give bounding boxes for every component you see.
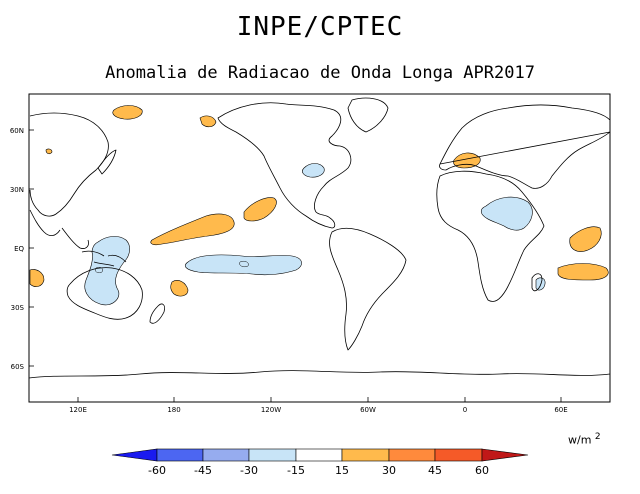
anomaly-patch-mediterranean <box>453 152 481 169</box>
continent-outlines <box>28 97 611 379</box>
anomaly-patch-arabian-sea <box>569 226 602 252</box>
map-subtitle: Anomalia de Radiacao de Onda Longa APR20… <box>105 63 535 83</box>
lon-tick-label: 60W <box>360 406 376 414</box>
lat-tick-label: 60S <box>11 363 25 371</box>
colorbar-label: 60 <box>475 464 489 477</box>
latitude-axis <box>29 129 34 367</box>
colorbar-swatch-below-minus-60 <box>111 448 158 462</box>
coast-africa <box>436 170 545 302</box>
coast-antarctica <box>28 370 611 379</box>
anomaly-contours <box>95 260 249 274</box>
colorbar-swatch <box>202 448 250 462</box>
units-label: w/m 2 <box>568 432 601 447</box>
units-base: w/m <box>568 433 592 447</box>
coast-india-se-asia <box>29 209 89 249</box>
lon-tick-label: 60E <box>554 406 567 414</box>
colorbar-swatch <box>295 448 343 462</box>
colorbar-swatch <box>388 448 436 462</box>
positive-anomaly-patches <box>29 105 609 297</box>
longitude-axis <box>77 397 562 402</box>
anomaly-patch-bering <box>199 115 217 128</box>
lat-tick-label: EQ <box>14 245 24 253</box>
coast-indonesia <box>81 250 127 267</box>
colorbar-label: 15 <box>335 464 349 477</box>
lat-tick-label: 60N <box>10 127 24 135</box>
lon-tick-label: 120W <box>261 406 281 414</box>
lat-tick-label: 30N <box>10 186 24 194</box>
coast-europe-asia <box>439 104 611 189</box>
lon-tick-label: 180 <box>167 406 180 414</box>
colorbar-label: 30 <box>382 464 396 477</box>
anomaly-patch-north-pacific-west <box>45 148 53 155</box>
anomaly-patch-indian-ocean-west <box>29 269 45 287</box>
units-exponent: 2 <box>594 432 601 442</box>
coast-australia <box>66 267 143 320</box>
colorbar-swatch <box>341 448 390 462</box>
colorbar-label: -60 <box>148 464 166 477</box>
colorbar-label: 45 <box>428 464 442 477</box>
colorbar-swatch-above-60 <box>481 448 529 462</box>
colorbar-swatch <box>156 448 204 462</box>
anomaly-patch-south-pacific <box>170 280 189 297</box>
coast-madagascar <box>531 273 543 292</box>
coast-greenland <box>347 97 389 133</box>
anomaly-patch-gulf-of-mexico <box>302 163 325 178</box>
anomaly-patch-east-africa <box>480 196 533 231</box>
coast-new-zealand <box>149 303 165 324</box>
colorbar-swatch <box>434 448 483 462</box>
colorbar-label: -30 <box>240 464 258 477</box>
anomaly-patch-indian-ocean-south <box>557 263 609 281</box>
page-title: INPE/CPTEC <box>236 12 404 42</box>
lat-tick-label: 30S <box>11 304 25 312</box>
anomaly-patch-tropical-pacific-north <box>150 213 235 246</box>
anomaly-patch-maritime-continent <box>84 236 130 306</box>
colorbar <box>111 448 529 462</box>
colorbar-label: -45 <box>194 464 212 477</box>
colorbar-label: -15 <box>287 464 305 477</box>
anomaly-patch-mexico-pacific <box>243 197 277 222</box>
negative-anomaly-patches <box>84 163 546 306</box>
coast-japan <box>97 149 117 175</box>
coast-east-asia <box>29 112 109 217</box>
lon-tick-label: 0 <box>463 406 467 414</box>
coast-north-america <box>217 102 352 229</box>
coast-south-america <box>329 228 407 351</box>
colorbar-swatch <box>248 448 297 462</box>
lon-tick-label: 120E <box>69 406 87 414</box>
anomaly-patch-siberia <box>112 105 143 120</box>
anomaly-patch-central-pacific <box>185 254 302 276</box>
